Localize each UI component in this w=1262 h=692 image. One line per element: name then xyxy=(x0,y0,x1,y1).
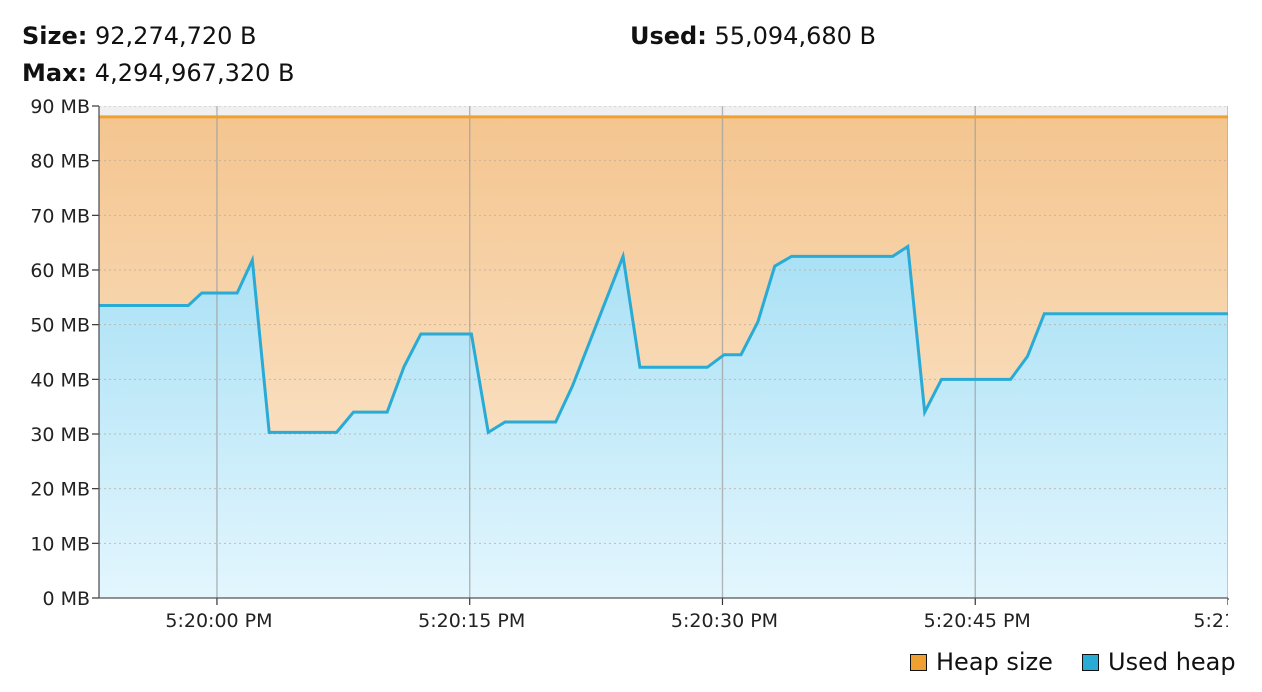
legend-heap-size-label: Heap size xyxy=(936,648,1053,676)
legend-heap-size: Heap size xyxy=(910,648,1053,676)
x-axis-label-mask xyxy=(1228,600,1262,640)
y-tick-label: 30 MB xyxy=(30,424,90,446)
x-tick-label: 5:20:00 PM xyxy=(165,610,272,632)
used-heap-stat: Used: 55,094,680 B xyxy=(630,22,876,50)
y-tick-label: 10 MB xyxy=(30,533,90,555)
y-tick-label: 80 MB xyxy=(30,151,90,173)
y-tick-label: 50 MB xyxy=(30,315,90,337)
used-heap-area xyxy=(99,246,1228,598)
used-heap-swatch xyxy=(1082,653,1099,671)
max-heap-stat-label: Max: xyxy=(22,59,88,87)
y-tick-label: 40 MB xyxy=(30,369,90,391)
y-tick-label: 70 MB xyxy=(30,205,90,227)
used-heap-stat-label: Used: xyxy=(630,22,707,50)
y-tick-label: 20 MB xyxy=(30,479,90,501)
used-heap-stat-value: 55,094,680 B xyxy=(714,22,876,50)
y-tick-label: 0 MB xyxy=(42,588,90,610)
x-tick-label: 5:20:30 PM xyxy=(671,610,778,632)
legend-used-heap-label: Used heap xyxy=(1108,648,1236,676)
heap-size-stat-label: Size: xyxy=(22,22,88,50)
heap-size-stat: Size: 92,274,720 B xyxy=(22,22,257,50)
used-heap-line xyxy=(99,243,1228,435)
x-tick-label: 5:20:45 PM xyxy=(924,610,1031,632)
max-heap-stat: Max: 4,294,967,320 B xyxy=(22,59,294,87)
heap-size-swatch xyxy=(910,653,927,671)
y-tick-label: 90 MB xyxy=(30,96,90,118)
x-tick-label: 5:20:15 PM xyxy=(418,610,525,632)
max-heap-stat-value: 4,294,967,320 B xyxy=(94,59,295,87)
legend-used-heap: Used heap xyxy=(1082,648,1236,676)
y-tick-label: 60 MB xyxy=(30,260,90,282)
heap-size-stat-value: 92,274,720 B xyxy=(95,22,257,50)
